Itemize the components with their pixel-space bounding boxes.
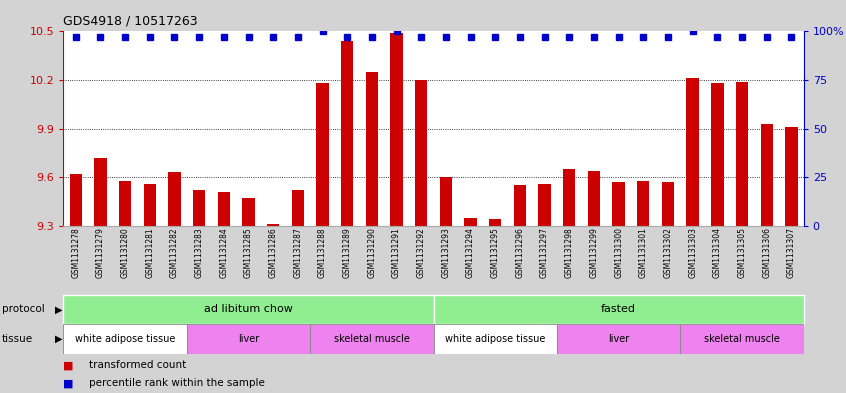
- Bar: [440, 177, 452, 226]
- Bar: [711, 83, 723, 226]
- Text: transformed count: transformed count: [89, 360, 186, 371]
- Bar: [69, 174, 82, 226]
- Text: liver: liver: [608, 334, 629, 344]
- Bar: [415, 80, 427, 226]
- Bar: [94, 158, 107, 226]
- Text: fasted: fasted: [602, 305, 636, 314]
- Text: ■: ■: [63, 360, 74, 371]
- Bar: [637, 181, 650, 226]
- Bar: [341, 41, 354, 226]
- Text: GDS4918 / 10517263: GDS4918 / 10517263: [63, 15, 198, 28]
- Bar: [292, 190, 304, 226]
- Text: ■: ■: [63, 378, 74, 388]
- Bar: [662, 182, 674, 226]
- Bar: [563, 169, 575, 226]
- Bar: [538, 184, 551, 226]
- Text: tissue: tissue: [2, 334, 33, 344]
- Text: white adipose tissue: white adipose tissue: [75, 334, 175, 344]
- Bar: [489, 220, 502, 226]
- Text: percentile rank within the sample: percentile rank within the sample: [89, 378, 265, 388]
- Bar: [365, 72, 378, 226]
- Text: skeletal muscle: skeletal muscle: [704, 334, 780, 344]
- Bar: [680, 324, 804, 354]
- Bar: [310, 324, 433, 354]
- Bar: [736, 82, 748, 226]
- Text: ▶: ▶: [55, 334, 63, 344]
- Bar: [464, 218, 477, 226]
- Bar: [242, 198, 255, 226]
- Bar: [785, 127, 798, 226]
- Text: protocol: protocol: [2, 305, 45, 314]
- Text: ▶: ▶: [55, 305, 63, 314]
- Bar: [686, 79, 699, 226]
- Bar: [761, 124, 773, 226]
- Bar: [217, 192, 230, 226]
- Bar: [168, 173, 181, 226]
- Bar: [588, 171, 600, 226]
- Bar: [187, 324, 310, 354]
- Text: white adipose tissue: white adipose tissue: [445, 334, 546, 344]
- Bar: [316, 83, 329, 226]
- Bar: [63, 295, 433, 324]
- Text: liver: liver: [238, 334, 259, 344]
- Bar: [613, 182, 625, 226]
- Bar: [267, 224, 279, 226]
- Bar: [390, 33, 403, 226]
- Bar: [63, 324, 187, 354]
- Bar: [557, 324, 680, 354]
- Bar: [193, 190, 206, 226]
- Bar: [433, 324, 557, 354]
- Bar: [144, 184, 156, 226]
- Bar: [119, 181, 131, 226]
- Text: skeletal muscle: skeletal muscle: [334, 334, 409, 344]
- Bar: [514, 185, 526, 226]
- Bar: [433, 295, 804, 324]
- Text: ad libitum chow: ad libitum chow: [204, 305, 293, 314]
